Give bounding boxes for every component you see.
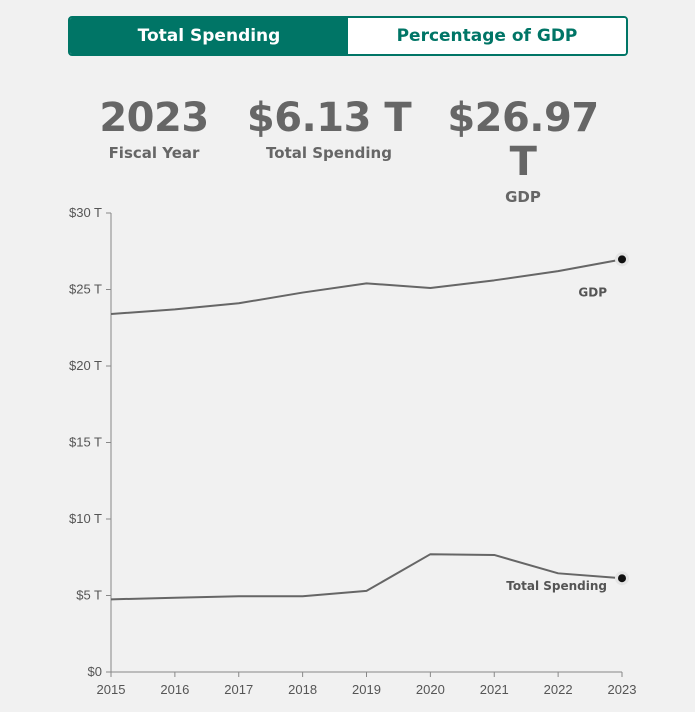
x-tick-label: 2023	[608, 682, 637, 697]
fiscal-year-value: 2023	[99, 95, 209, 141]
y-tick-label: $30 T	[69, 205, 102, 220]
gdp-stat: $26.97 T GDP	[430, 96, 616, 206]
gdp-line	[110, 258, 623, 315]
y-tick-label: $0	[88, 664, 102, 679]
y-tick-label: $25 T	[69, 282, 102, 297]
y-tick-label: $20 T	[69, 358, 102, 373]
x-tick-label: 2017	[224, 682, 253, 697]
x-tick-label: 2018	[288, 682, 317, 697]
total-spending-line	[110, 553, 623, 601]
total-spending-label: Total Spending	[266, 144, 392, 162]
total-spending-endpoint	[618, 574, 626, 583]
x-tick-label: 2015	[97, 682, 126, 697]
total-spending-stat: $6.13 T Total Spending	[244, 96, 414, 162]
x-tick-label: 2020	[416, 682, 445, 697]
fiscal-year-label: Fiscal Year	[108, 144, 200, 162]
gdp-series-label: GDP	[578, 285, 607, 299]
total-spending-value: $6.13 T	[246, 95, 412, 141]
view-toggle: Total Spending Percentage of GDP	[68, 16, 628, 56]
y-tick-label: $10 T	[69, 511, 102, 526]
percentage-of-gdp-tab[interactable]: Percentage of GDP	[348, 18, 626, 54]
y-tick-label: $5 T	[76, 588, 102, 603]
x-tick-label: 2019	[352, 682, 381, 697]
x-tick-label: 2022	[544, 682, 573, 697]
x-tick-label: 2016	[160, 682, 189, 697]
fiscal-year-stat: 2023 Fiscal Year	[94, 96, 214, 162]
gdp-label: GDP	[505, 188, 541, 206]
gdp-endpoint	[618, 255, 626, 264]
x-tick-label: 2021	[480, 682, 509, 697]
y-tick-label: $15 T	[69, 435, 102, 450]
total-spending-tab[interactable]: Total Spending	[70, 18, 348, 54]
total-spending-series-label: Total Spending	[506, 579, 607, 593]
gdp-value: $26.97 T	[447, 95, 599, 185]
